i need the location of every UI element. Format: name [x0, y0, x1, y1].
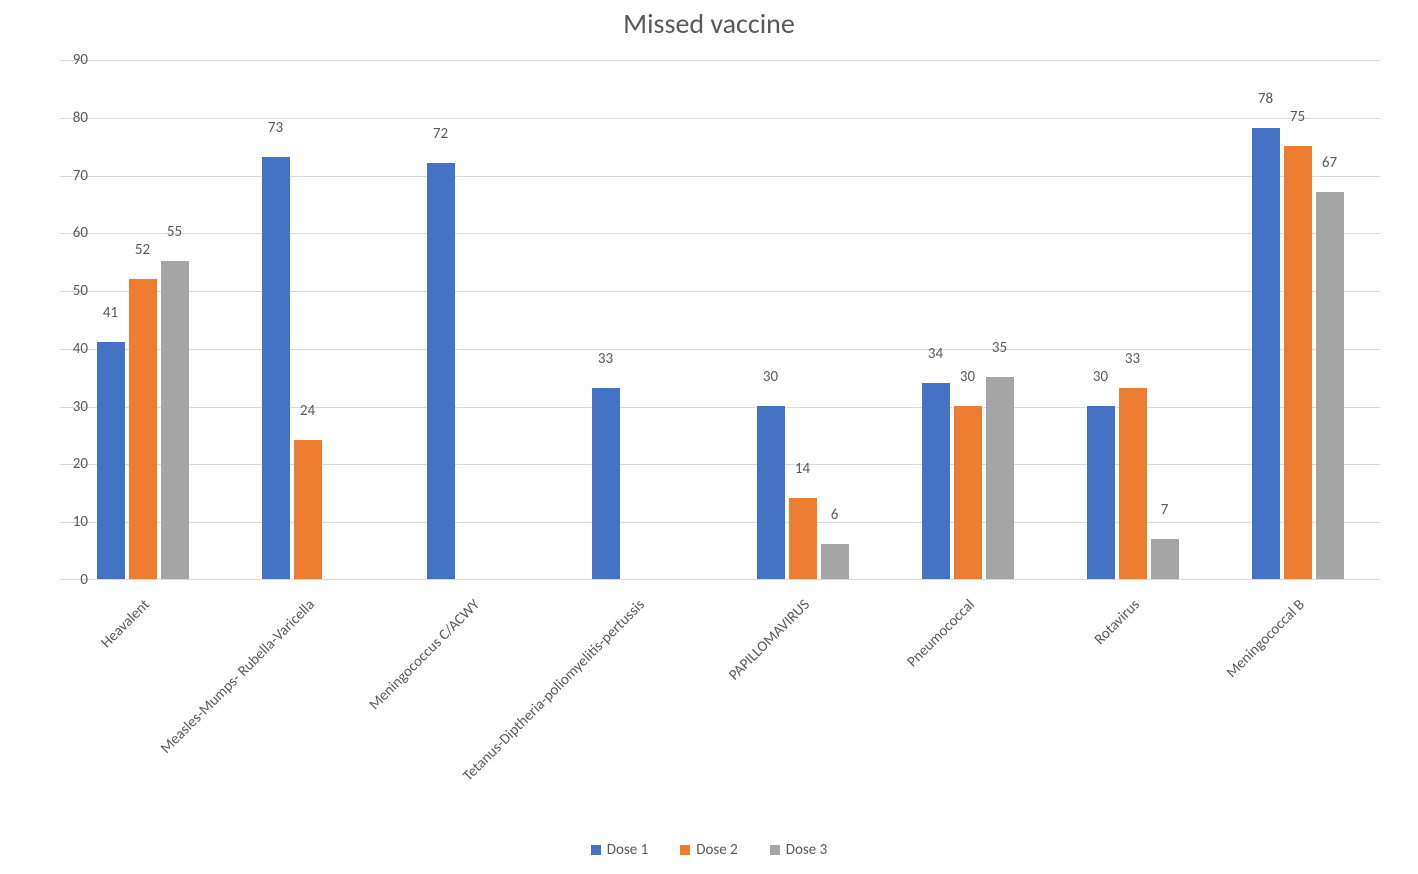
bar: [1316, 192, 1344, 579]
x-tick-label: Pneumococcal: [903, 596, 978, 671]
bar-data-label: 55: [155, 223, 195, 241]
y-tick-label: 80: [40, 109, 88, 127]
bar-data-label: 75: [1278, 108, 1318, 126]
x-tick-label: Meningococcal B: [1223, 596, 1309, 682]
x-tick-label: Measles-Mumps- Rubella-Varicella: [157, 596, 319, 758]
bar-data-label: 67: [1310, 154, 1350, 172]
bar-data-label: 35: [980, 339, 1020, 357]
bar: [427, 163, 455, 579]
bar: [97, 342, 125, 579]
y-tick-label: 90: [40, 51, 88, 69]
bar-data-label: 34: [916, 345, 956, 363]
bar-data-label: 73: [256, 119, 296, 137]
legend-item: Dose 3: [770, 841, 827, 859]
bar-data-label: 33: [1113, 350, 1153, 368]
chart-title: Missed vaccine: [0, 6, 1418, 41]
bar-data-label: 30: [1081, 368, 1121, 386]
bars-layer: 415255732472333014634303530337787567: [60, 60, 1380, 579]
x-axis-labels: HeavalentMeasles-Mumps- Rubella-Varicell…: [60, 590, 1380, 830]
bar: [129, 279, 157, 579]
x-tick-label: Rotavirus: [1090, 596, 1143, 649]
bar: [592, 388, 620, 579]
legend: Dose 1 Dose 2 Dose 3: [0, 841, 1418, 860]
bar-data-label: 78: [1246, 90, 1286, 108]
bar: [161, 261, 189, 579]
y-tick-label: 60: [40, 224, 88, 242]
y-tick-label: 40: [40, 340, 88, 358]
bar-data-label: 24: [288, 402, 328, 420]
legend-swatch: [770, 845, 780, 855]
legend-label: Dose 2: [696, 841, 737, 859]
legend-item: Dose 1: [591, 841, 648, 859]
bar: [1119, 388, 1147, 579]
y-tick-label: 10: [40, 513, 88, 531]
bar: [1087, 406, 1115, 579]
bar: [294, 440, 322, 579]
bar: [1151, 539, 1179, 579]
bar-data-label: 30: [948, 368, 988, 386]
x-tick-label: PAPILLOMAVIRUS: [725, 596, 813, 684]
legend-label: Dose 3: [786, 841, 827, 859]
y-tick-label: 0: [40, 571, 88, 589]
legend-swatch: [591, 845, 601, 855]
plot-area: 415255732472333014634303530337787567: [60, 60, 1380, 580]
bar-data-label: 14: [783, 460, 823, 478]
legend-swatch: [680, 845, 690, 855]
bar: [262, 157, 290, 579]
bar: [1284, 146, 1312, 579]
bar-data-label: 7: [1145, 501, 1185, 519]
y-tick-label: 30: [40, 398, 88, 416]
bar: [1252, 128, 1280, 579]
y-tick-label: 70: [40, 167, 88, 185]
bar: [821, 544, 849, 579]
x-tick-label: Heavalent: [97, 596, 153, 652]
x-tick-label: Meningococcus C/ACWY: [365, 596, 483, 714]
bar-data-label: 41: [91, 304, 131, 322]
bar: [789, 498, 817, 579]
bar: [954, 406, 982, 579]
bar: [757, 406, 785, 579]
legend-label: Dose 1: [607, 841, 648, 859]
bar-data-label: 30: [751, 368, 791, 386]
missed-vaccine-chart: Missed vaccine 4152557324723330146343035…: [0, 0, 1418, 874]
y-tick-label: 50: [40, 282, 88, 300]
x-tick-label: Tetanus-Diptheria-poliomyelitis-pertussi…: [459, 596, 648, 785]
bar: [922, 383, 950, 579]
bar-data-label: 33: [586, 350, 626, 368]
bar-data-label: 6: [815, 506, 855, 524]
bar-data-label: 72: [421, 125, 461, 143]
bar-data-label: 52: [123, 241, 163, 259]
y-tick-label: 20: [40, 455, 88, 473]
bar: [986, 377, 1014, 579]
legend-item: Dose 2: [680, 841, 737, 859]
